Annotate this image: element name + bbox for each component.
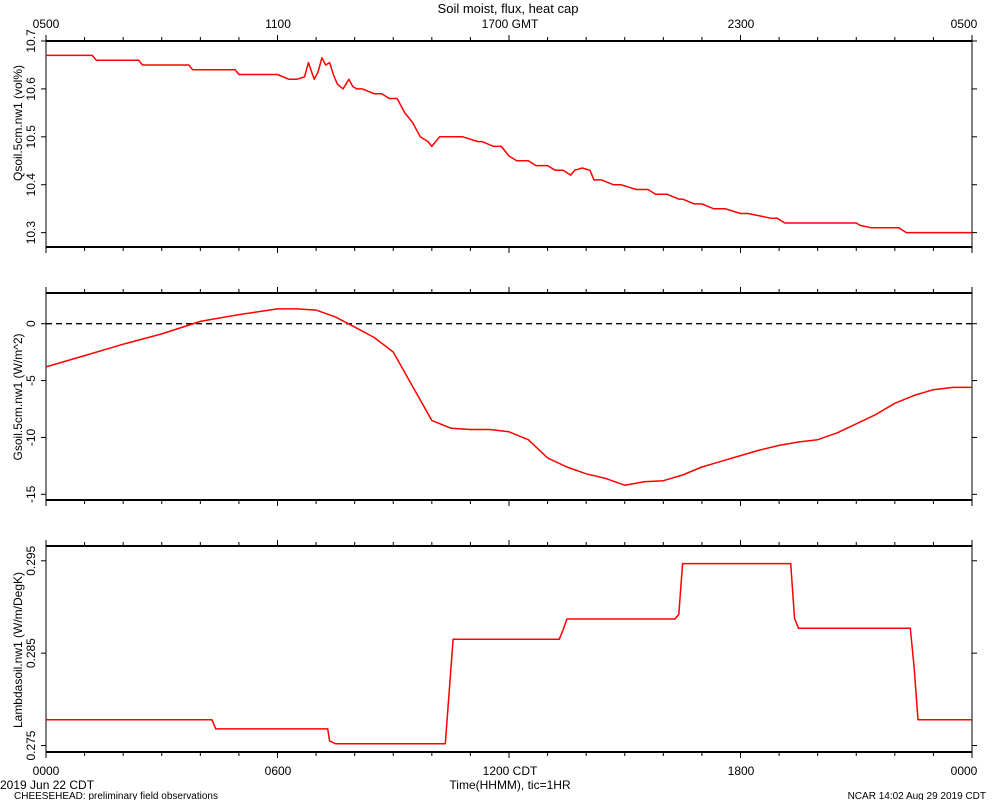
series-line-qsoil — [46, 54, 972, 234]
top-tick-label: 1700 GMT — [482, 17, 539, 31]
bottom-tick-label: 1800 — [728, 764, 755, 778]
y-tick-label: 10.7 — [24, 29, 38, 53]
x-axis-label: Time(HHMM), tic=1HR — [449, 778, 571, 792]
series-line-lambdasoil — [46, 562, 972, 745]
date-label: 2019 Jun 22 CDT — [0, 778, 95, 792]
top-axis-tick-labels: 0500 1100 1700 GMT 2300 0500 — [33, 17, 978, 31]
y-tick-label: 0.275 — [24, 730, 38, 760]
y-tick-label: -5 — [24, 375, 38, 386]
series-line-gsoil — [45, 308, 972, 486]
bottom-tick-label: 1200 CDT — [483, 764, 538, 778]
y-tick-label: -10 — [24, 428, 38, 446]
panel-gsoil: -15 -10 -5 0 — [24, 287, 977, 506]
bottom-tick-label: 0000 — [33, 764, 60, 778]
y-tick-label: -15 — [24, 485, 38, 503]
top-tick-label: 1100 — [265, 17, 291, 31]
top-tick-label: 0500 — [33, 17, 60, 31]
ylabel-qsoil: Qsoil.5cm.nw1 (vol%) — [11, 65, 25, 181]
y-tick-label: 0.285 — [24, 638, 38, 668]
panel-qsoil: 10.3 10.4 10.5 10.6 10.7 — [24, 29, 977, 253]
panel-lambdasoil: 0.275 0.285 0.295 — [24, 540, 977, 761]
bottom-tick-label: 0000 — [951, 764, 978, 778]
y-tick-label: 10.4 — [24, 173, 38, 197]
bottom-tick-label: 0600 — [265, 764, 292, 778]
ylabel-gsoil: Gsoil.5cm.nw1 (W/m^2) — [11, 334, 25, 461]
y-tick-label: 0 — [24, 320, 38, 327]
top-tick-label: 0500 — [951, 17, 978, 31]
footer-right: NCAR 14:02 Aug 29 2019 CDT — [848, 791, 986, 800]
y-tick-label: 10.5 — [24, 125, 38, 149]
chart-title: Soil moist, flux, heat cap — [438, 1, 579, 16]
top-tick-label: 2300 — [728, 17, 755, 31]
y-tick-label: 0.295 — [24, 545, 38, 575]
y-tick-label: 10.6 — [24, 77, 38, 101]
bottom-axis-tick-labels: 0000 0600 1200 CDT 1800 0000 — [33, 764, 978, 778]
y-tick-label: 10.3 — [24, 221, 38, 245]
ylabel-lambdasoil: Lambdasoil.nw1 (W/m/DegK) — [11, 572, 25, 728]
footer-left: CHEESEHEAD: preliminary field observatio… — [14, 791, 218, 800]
